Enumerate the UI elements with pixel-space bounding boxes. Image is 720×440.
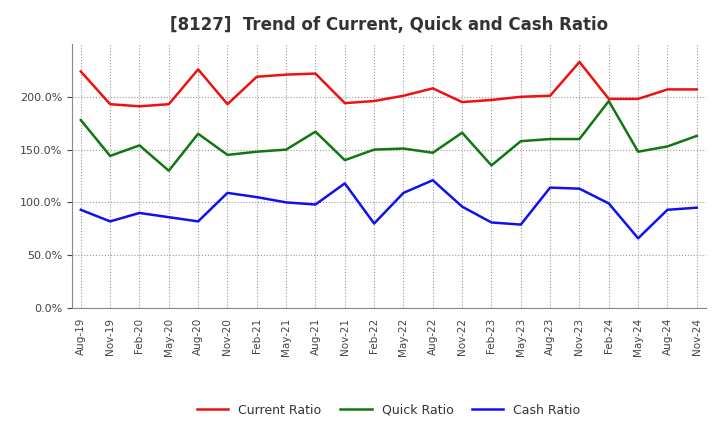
Quick Ratio (194, 131, 202, 136)
Quick Ratio (370, 147, 379, 152)
Cash Ratio (458, 204, 467, 209)
Current Ratio (399, 93, 408, 99)
Current Ratio (223, 102, 232, 107)
Quick Ratio (663, 144, 672, 149)
Title: [8127]  Trend of Current, Quick and Cash Ratio: [8127] Trend of Current, Quick and Cash … (170, 16, 608, 34)
Line: Current Ratio: Current Ratio (81, 62, 697, 106)
Cash Ratio (76, 207, 85, 213)
Quick Ratio (546, 136, 554, 142)
Current Ratio (341, 100, 349, 106)
Current Ratio (164, 102, 173, 107)
Current Ratio (516, 94, 525, 99)
Current Ratio (663, 87, 672, 92)
Quick Ratio (428, 150, 437, 155)
Quick Ratio (223, 152, 232, 158)
Quick Ratio (458, 130, 467, 136)
Quick Ratio (341, 158, 349, 163)
Quick Ratio (76, 117, 85, 123)
Cash Ratio (516, 222, 525, 227)
Quick Ratio (634, 149, 642, 154)
Cash Ratio (575, 186, 584, 191)
Cash Ratio (135, 210, 144, 216)
Current Ratio (282, 72, 290, 77)
Cash Ratio (253, 194, 261, 200)
Line: Quick Ratio: Quick Ratio (81, 101, 697, 171)
Quick Ratio (311, 129, 320, 134)
Current Ratio (106, 102, 114, 107)
Cash Ratio (663, 207, 672, 213)
Cash Ratio (282, 200, 290, 205)
Cash Ratio (311, 202, 320, 207)
Current Ratio (253, 74, 261, 79)
Quick Ratio (282, 147, 290, 152)
Line: Cash Ratio: Cash Ratio (81, 180, 697, 238)
Current Ratio (487, 97, 496, 103)
Current Ratio (693, 87, 701, 92)
Cash Ratio (693, 205, 701, 210)
Cash Ratio (634, 236, 642, 241)
Quick Ratio (399, 146, 408, 151)
Quick Ratio (516, 139, 525, 144)
Cash Ratio (341, 181, 349, 186)
Current Ratio (311, 71, 320, 76)
Cash Ratio (428, 178, 437, 183)
Cash Ratio (106, 219, 114, 224)
Quick Ratio (575, 136, 584, 142)
Quick Ratio (605, 99, 613, 104)
Current Ratio (370, 99, 379, 104)
Quick Ratio (106, 153, 114, 158)
Current Ratio (634, 96, 642, 102)
Legend: Current Ratio, Quick Ratio, Cash Ratio: Current Ratio, Quick Ratio, Cash Ratio (192, 399, 585, 422)
Cash Ratio (487, 220, 496, 225)
Cash Ratio (399, 190, 408, 195)
Cash Ratio (194, 219, 202, 224)
Cash Ratio (164, 215, 173, 220)
Cash Ratio (370, 221, 379, 226)
Current Ratio (135, 104, 144, 109)
Cash Ratio (546, 185, 554, 190)
Current Ratio (575, 59, 584, 65)
Quick Ratio (164, 168, 173, 173)
Current Ratio (546, 93, 554, 99)
Current Ratio (428, 86, 437, 91)
Quick Ratio (135, 143, 144, 148)
Quick Ratio (253, 149, 261, 154)
Quick Ratio (487, 163, 496, 168)
Cash Ratio (605, 201, 613, 206)
Current Ratio (76, 69, 85, 74)
Current Ratio (605, 96, 613, 102)
Cash Ratio (223, 190, 232, 195)
Current Ratio (458, 99, 467, 105)
Current Ratio (194, 67, 202, 72)
Quick Ratio (693, 133, 701, 139)
